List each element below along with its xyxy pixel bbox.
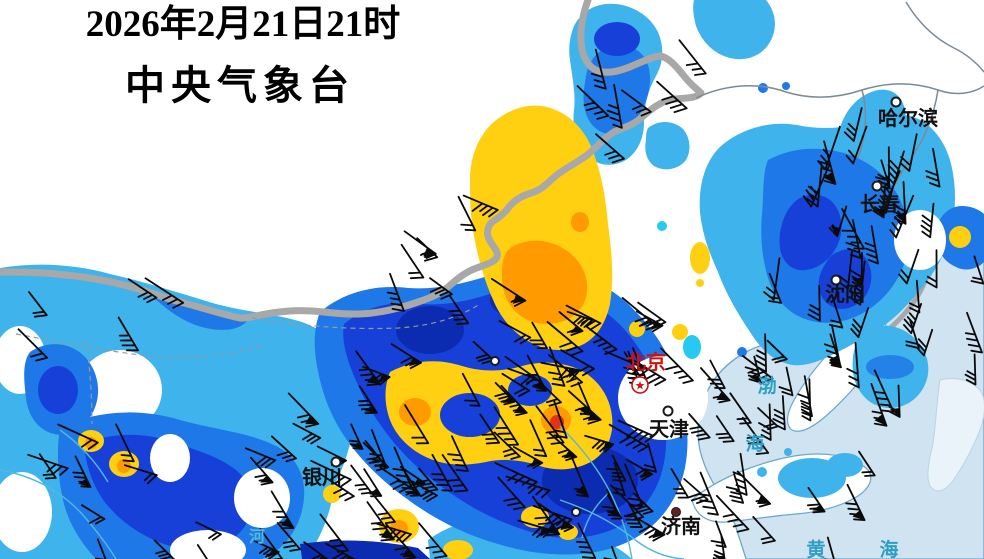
title-agency: 中央气象台 bbox=[125, 63, 355, 108]
royal-fragment-1 bbox=[440, 393, 500, 437]
yellow-right-ring-dot bbox=[949, 226, 971, 248]
yellow-exclaim-dot bbox=[696, 279, 704, 287]
river-label: 河 bbox=[249, 527, 265, 546]
white-hole bbox=[78, 350, 162, 430]
provincial-dash-3 bbox=[251, 303, 481, 330]
national-border bbox=[0, 0, 705, 322]
river-songhua bbox=[857, 89, 867, 159]
city-label-北京: 北京 bbox=[626, 350, 666, 374]
white-hole bbox=[234, 468, 290, 528]
river-amur bbox=[695, 83, 984, 99]
white-hole bbox=[0, 472, 52, 552]
city-label-哈尔滨: 哈尔滨 bbox=[878, 106, 938, 130]
mediumblue-cyan-streak bbox=[866, 355, 914, 379]
station-circle bbox=[330, 456, 342, 468]
yellow-exclaim-blob bbox=[690, 242, 710, 274]
provincial-dash-1 bbox=[15, 333, 263, 359]
station-circle bbox=[830, 274, 842, 286]
yellow-dot-2 bbox=[672, 324, 688, 340]
city-label-济南: 济南 bbox=[661, 514, 701, 538]
sea-label: 渤 bbox=[757, 374, 776, 397]
river-yellow-mouth bbox=[559, 499, 685, 559]
provincial-dash-2 bbox=[85, 339, 93, 425]
map-title: 2026年2月21日21时 中央气象台 bbox=[86, 3, 401, 108]
yellow-bottom-3 bbox=[443, 540, 473, 559]
orange-west-2 bbox=[117, 459, 131, 473]
orange-north-dot bbox=[571, 212, 589, 232]
orange-central-1 bbox=[399, 398, 431, 426]
city-label-长春: 长春 bbox=[860, 192, 901, 216]
station-circle bbox=[490, 356, 500, 366]
city-label-银川: 银川 bbox=[302, 465, 342, 489]
river-topright bbox=[905, 1, 984, 73]
mediumblue-topdot1 bbox=[758, 83, 768, 93]
title-date: 2026年2月21日21时 bbox=[86, 3, 401, 45]
cyan-dot-1 bbox=[657, 221, 667, 231]
station-dot bbox=[671, 507, 681, 517]
lightblue-dot-2 bbox=[784, 448, 792, 456]
station-circle bbox=[871, 180, 883, 192]
beijing-star-ring bbox=[631, 376, 649, 394]
cyan-dot-2 bbox=[683, 335, 701, 359]
royalblue-claw-ellipse bbox=[594, 22, 640, 56]
white-hole bbox=[894, 210, 946, 270]
white-hole bbox=[150, 434, 190, 482]
beijing-star-icon: ★ bbox=[635, 379, 646, 393]
navy-core-2 bbox=[396, 306, 464, 354]
station-circle bbox=[662, 405, 674, 417]
mediumblue-bohai-dot1 bbox=[737, 347, 747, 357]
station-circle bbox=[571, 507, 581, 517]
precip-cyan bbox=[657, 221, 701, 359]
yellow-yinchuan-dot bbox=[323, 485, 341, 503]
orange-north-core bbox=[502, 240, 588, 324]
mediumblue-topdot2 bbox=[782, 82, 790, 90]
river-south-1 bbox=[559, 425, 633, 559]
korea-land bbox=[927, 377, 984, 492]
sea-label: 海 bbox=[879, 538, 898, 559]
lightblue-dot-1 bbox=[757, 467, 767, 477]
navy-bottom-strip bbox=[300, 540, 430, 559]
royalblue-west-dot bbox=[38, 366, 78, 414]
sea-label: 黄 bbox=[806, 538, 825, 559]
wind-barbs bbox=[17, 39, 984, 559]
river-southwest-1 bbox=[0, 469, 117, 559]
station-circle bbox=[890, 96, 902, 108]
wind-barb-strokes bbox=[17, 39, 984, 559]
lightblue-shandong-2 bbox=[827, 453, 863, 477]
city-label-天津: 天津 bbox=[649, 418, 689, 441]
royalblue-ne-streak1 bbox=[779, 194, 842, 271]
lightblue-claw-lobe bbox=[645, 122, 690, 170]
station-markers: ★ bbox=[330, 96, 902, 517]
city-label-沈阳: 沈阳 bbox=[825, 283, 865, 306]
sea-label: 海 bbox=[745, 432, 764, 455]
lightblue-topmid-patch bbox=[693, 0, 775, 60]
white-hole bbox=[170, 530, 246, 559]
river-southwest-2 bbox=[59, 429, 109, 483]
